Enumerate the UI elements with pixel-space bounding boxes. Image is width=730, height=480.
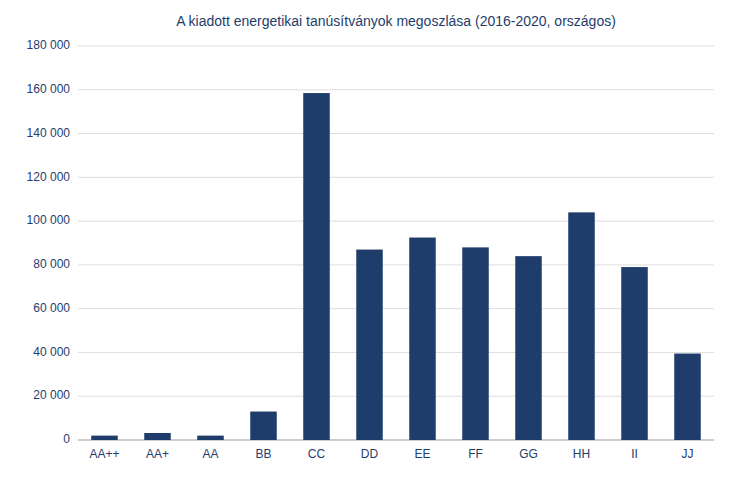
x-tick-label: EE: [414, 447, 430, 461]
grid-line: [78, 440, 714, 441]
x-tick-label: HH: [573, 447, 590, 461]
y-tick-label: 60 000: [33, 301, 70, 315]
y-tick-label: 0: [63, 432, 70, 446]
x-tick-label: AA: [202, 447, 218, 461]
grid-line: [78, 221, 714, 222]
y-tick-label: 100 000: [27, 213, 71, 227]
x-tick-label: GG: [519, 447, 538, 461]
bar: [250, 412, 277, 440]
x-tick-label: BB: [255, 447, 271, 461]
y-tick-label: 40 000: [33, 345, 70, 359]
bar: [91, 436, 118, 440]
chart-svg: 0 20 000 40 000 60 000 80 000 100 000 120 000 1…: [0, 0, 730, 480]
bar: [515, 256, 542, 440]
bar: [409, 238, 436, 440]
title: A kiadott energetikai tanúsítványok mego…: [176, 13, 616, 29]
x-axis: AA++ AA+ AA BB CC DD EE FF GG HH II JJ: [89, 447, 693, 461]
bar: [568, 212, 595, 440]
grid-line: [78, 177, 714, 178]
bar: [674, 354, 701, 440]
bar: [621, 267, 648, 440]
grid-line: [78, 133, 714, 134]
x-tick-label: DD: [361, 447, 379, 461]
x-tick-label: II: [631, 447, 638, 461]
grid-line: [78, 308, 714, 309]
y-tick-label: 80 000: [33, 257, 70, 271]
y-tick-label: 180 000: [27, 38, 71, 52]
y-tick-label: 20 000: [33, 388, 70, 402]
bar: [144, 433, 171, 440]
x-tick-label: FF: [468, 447, 483, 461]
y-tick-label: 160 000: [27, 82, 71, 96]
x-tick-label: AA++: [89, 447, 119, 461]
chart-container: 0 20 000 40 000 60 000 80 000 100 000 120 000 1…: [0, 0, 730, 480]
x-tick-label: AA+: [146, 447, 169, 461]
grid: [78, 46, 714, 440]
y-tick-label: 140 000: [27, 126, 71, 140]
grid-line: [78, 89, 714, 90]
x-tick-label: JJ: [682, 447, 694, 461]
grid-line: [78, 352, 714, 353]
bar: [462, 247, 489, 440]
bar: [303, 93, 330, 440]
bars: [91, 93, 701, 440]
y-axis: 0 20 000 40 000 60 000 80 000 100 000 120 000 1…: [27, 38, 71, 446]
grid-line: [78, 46, 714, 47]
bar: [356, 250, 383, 440]
grid-line: [78, 396, 714, 397]
grid-line: [78, 264, 714, 265]
x-tick-label: CC: [308, 447, 326, 461]
y-tick-label: 120 000: [27, 170, 71, 184]
bar: [197, 436, 224, 440]
